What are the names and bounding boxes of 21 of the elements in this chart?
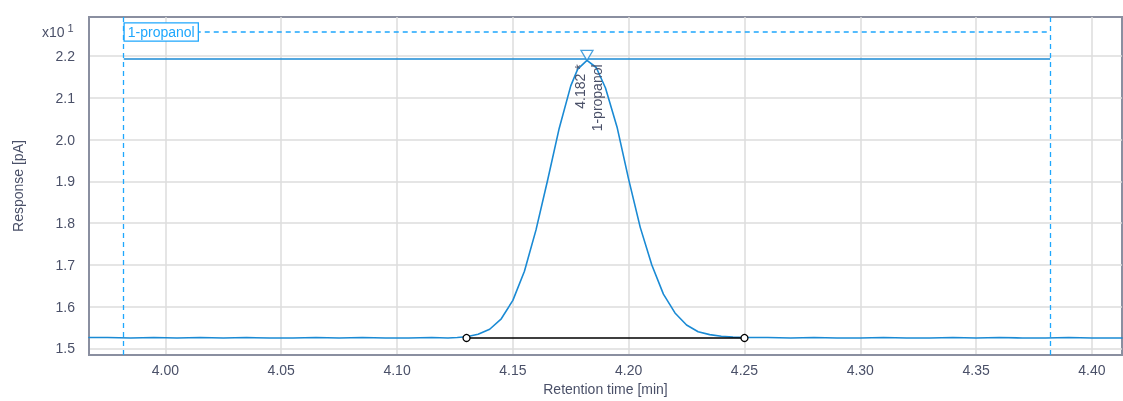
y-tick-label: 2.2 bbox=[55, 48, 76, 65]
x-tick-label: 4.10 bbox=[383, 362, 411, 379]
x-axis-title: Retention time [min] bbox=[543, 381, 668, 397]
ref-line-label: 1-propanol bbox=[127, 24, 195, 41]
y-tick-label: 2.1 bbox=[55, 89, 76, 106]
x-tick-label: 4.15 bbox=[499, 362, 527, 379]
y-tick-label: 1.7 bbox=[55, 256, 76, 273]
y-tick-label: 1.9 bbox=[55, 173, 76, 190]
x-tick-label: 4.35 bbox=[962, 362, 990, 379]
x-tick-label: 4.20 bbox=[615, 362, 643, 379]
y-axis-title: Response [pA] bbox=[10, 140, 26, 232]
annotation: 4.182 * 1-propanol bbox=[572, 63, 606, 132]
x-tick-label: 4.05 bbox=[267, 362, 296, 379]
y-tick-label: 1.6 bbox=[55, 298, 76, 315]
x-tick-label: 4.25 bbox=[730, 362, 759, 379]
x-tick-label: 4.00 bbox=[151, 362, 180, 379]
y-tick-label: 1.8 bbox=[55, 215, 76, 232]
x-tick-label: 4.30 bbox=[846, 362, 875, 379]
y-tick-label: 2.0 bbox=[55, 131, 76, 148]
x-tick-label: 4.40 bbox=[1078, 362, 1106, 379]
y-tick-label: 1.5 bbox=[55, 340, 76, 357]
